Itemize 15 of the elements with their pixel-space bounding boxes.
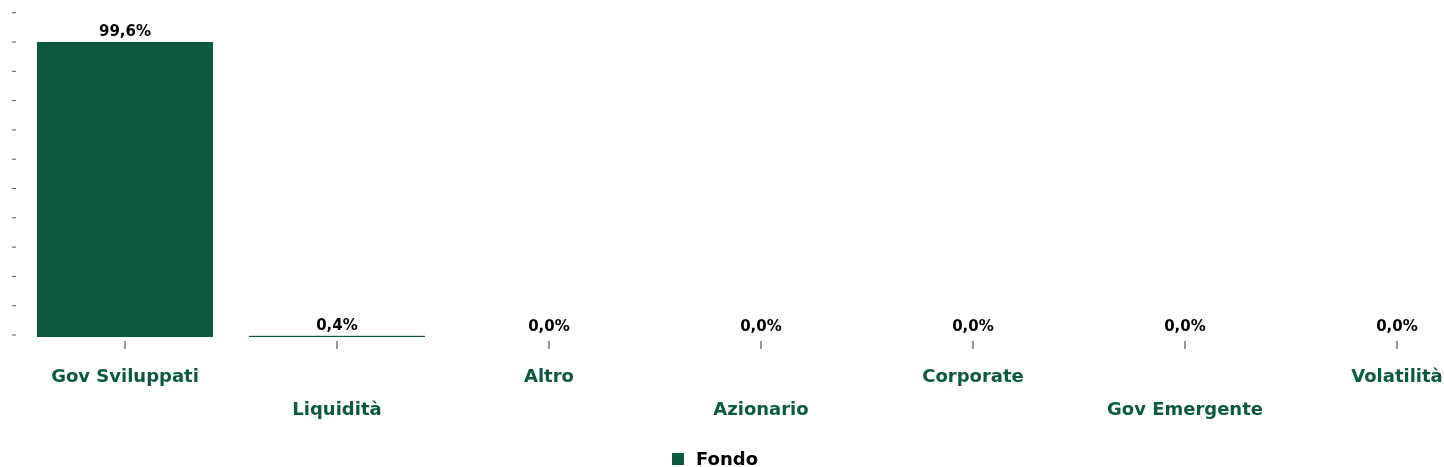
x-tick-label: Altro	[524, 365, 574, 386]
x-tick-label: Volatilità	[1351, 365, 1443, 386]
x-tick-label: Gov Sviluppati	[51, 365, 199, 386]
x-tick-label: Liquidità	[292, 398, 382, 419]
data-label: 0,0%	[1376, 317, 1418, 335]
x-tick-label: Gov Emergente	[1107, 398, 1263, 419]
x-tick-label: Azionario	[713, 398, 809, 419]
data-label: 0,4%	[316, 315, 358, 334]
data-label: 99,6%	[98, 22, 152, 40]
data-label: 0,0%	[1164, 317, 1206, 335]
data-label: 0,0%	[528, 317, 570, 335]
x-tick-label: Corporate	[922, 365, 1024, 386]
data-label: 0,0%	[740, 317, 782, 335]
data-label: 0,0%	[952, 317, 994, 335]
legend-label: Fondo	[696, 448, 758, 467]
